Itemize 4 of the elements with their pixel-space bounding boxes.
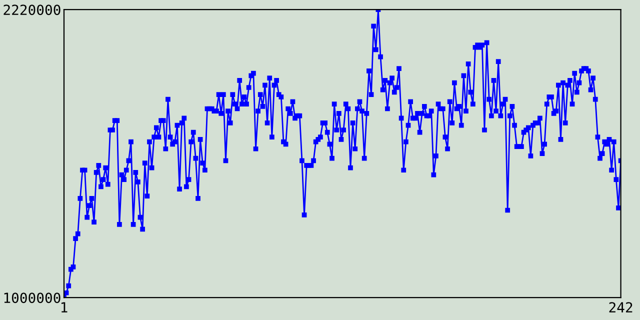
y-tick-label: 1000000: [4, 292, 60, 304]
x-tick-label: 1: [61, 302, 68, 312]
x-tick-label: 242: [609, 302, 632, 312]
y-tick-label: 2220000: [4, 4, 60, 16]
